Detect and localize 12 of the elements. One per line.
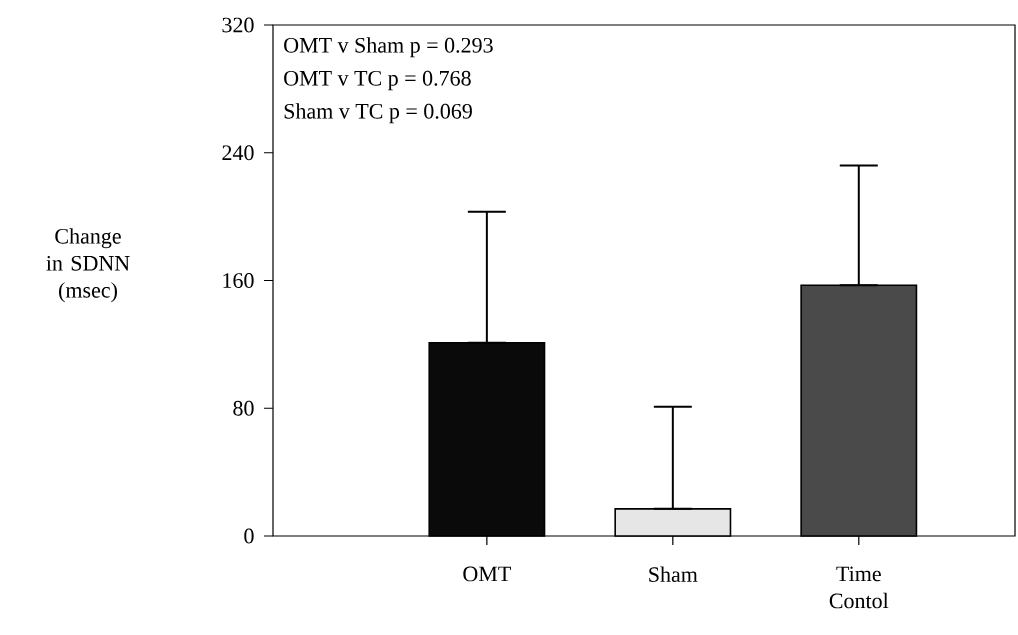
y-tick-label: 80 [233,400,254,416]
y-tick-label: 320 [222,17,254,33]
annotation: Sham v TC p = 0.069 [284,103,472,124]
x-tick-label: Time Contol [829,566,889,609]
x-tick-label: Sham [649,566,698,583]
annotation: OMT v Sham p = 0.293 [284,37,493,58]
y-tick-label: 0 [244,528,254,544]
y-tick-label: 240 [222,145,254,161]
y-axis-title: Change in SDNN (msec) [46,228,130,303]
annotation: OMT v TC p = 0.768 [284,70,471,91]
x-tick-label: OMT [463,566,511,582]
y-tick-label: 160 [223,273,254,288]
